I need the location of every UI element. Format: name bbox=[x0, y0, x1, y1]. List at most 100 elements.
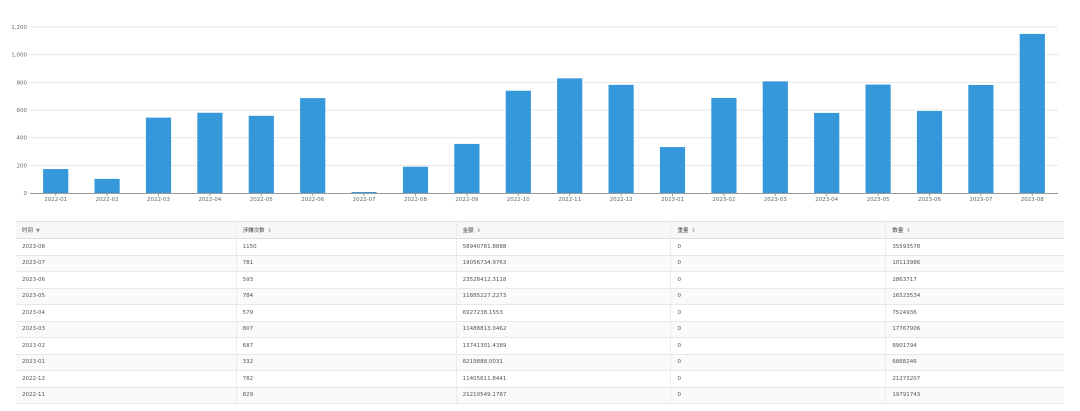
bar bbox=[351, 192, 377, 193]
x-tick-label: 2023-06 bbox=[918, 197, 941, 203]
y-tick-label: 1,200 bbox=[11, 25, 27, 31]
sort-icon[interactable]: ⇕ bbox=[476, 228, 481, 234]
cell-weight: 0 bbox=[670, 238, 886, 256]
bar bbox=[865, 84, 891, 193]
cell-time: 2023-06 bbox=[16, 271, 237, 289]
y-tick-label: 0 bbox=[24, 191, 28, 197]
cell-quantity: 19791743 bbox=[885, 387, 1064, 404]
bar-chart: 0 200 400 600 800 1,000 1,200 2022-01 2022-02 202… bbox=[11, 25, 1058, 203]
cell-quantity: 16523534 bbox=[885, 288, 1064, 305]
bar bbox=[505, 90, 531, 193]
cell-count: 593 bbox=[235, 271, 457, 289]
column-header-label: 重量 bbox=[677, 228, 689, 234]
cell-count: 687 bbox=[235, 337, 457, 355]
cell-count: 332 bbox=[235, 354, 457, 371]
cell-quantity: 8901794 bbox=[885, 337, 1064, 355]
x-tick-label: 2022-12 bbox=[610, 197, 633, 203]
cell-count: 781 bbox=[235, 255, 457, 272]
sort-icon[interactable]: ⇕ bbox=[691, 228, 696, 234]
cell-amount: 6927238.1553 bbox=[455, 304, 671, 322]
column-header-label: 时间 bbox=[22, 228, 34, 234]
cell-amount: 23528412.3118 bbox=[455, 271, 671, 289]
column-header-label: 涉嫌次数 bbox=[242, 228, 265, 234]
x-tick-label: 2022-11 bbox=[558, 197, 581, 203]
cell-amount: 58940781.8888 bbox=[455, 238, 671, 256]
cell-weight: 0 bbox=[670, 288, 886, 305]
y-tick-label: 400 bbox=[17, 136, 28, 142]
bar bbox=[814, 112, 840, 193]
cell-time: 2023-05 bbox=[16, 288, 237, 305]
cell-amount: 11405611.8441 bbox=[455, 370, 671, 388]
cell-time: 2023-04 bbox=[16, 304, 237, 322]
cell-amount: 8219888.0031 bbox=[455, 354, 671, 371]
sort-icon[interactable]: ⇕ bbox=[267, 228, 272, 234]
x-tick-label: 2022-10 bbox=[507, 197, 530, 203]
cell-amount: 13741301.4389 bbox=[455, 337, 671, 355]
table-row: 2023-05 784 11885227.2273 0 16523534 bbox=[16, 288, 1064, 305]
column-header-count[interactable]: 涉嫌次数 ⇕ bbox=[235, 221, 457, 239]
x-tick-label: 2022-04 bbox=[198, 197, 221, 203]
bar bbox=[659, 147, 686, 193]
cell-count: 807 bbox=[235, 321, 457, 338]
x-tick-label: 2023-07 bbox=[969, 197, 992, 203]
y-tick-label: 200 bbox=[17, 163, 28, 169]
data-table-container: 时间 ▼ 涉嫌次数 ⇕ 金额 ⇕ 重量 ⇕ 数量 ⇕ 2023-08 1150 5894078… bbox=[16, 221, 1064, 404]
chart-svg: 0 200 400 600 800 1,000 1,200 2022-01 2022-02 202… bbox=[11, 25, 1058, 203]
y-tick-label: 1,000 bbox=[11, 53, 27, 59]
x-tick-label: 2023-03 bbox=[764, 197, 787, 203]
cell-quantity: 17767906 bbox=[885, 321, 1064, 338]
bar bbox=[711, 97, 737, 193]
column-header-time[interactable]: 时间 ▼ bbox=[16, 221, 237, 239]
cell-time: 2023-01 bbox=[16, 354, 237, 371]
table-row: 2022-11 829 21210549.1787 0 19791743 bbox=[16, 387, 1064, 404]
x-tick-label: 2023-05 bbox=[867, 197, 890, 203]
y-tick-label: 800 bbox=[17, 80, 28, 86]
table-row: 2023-04 579 6927238.1553 0 7524936 bbox=[16, 304, 1064, 322]
column-header-amount[interactable]: 金额 ⇕ bbox=[455, 221, 671, 239]
x-tick-label: 2023-04 bbox=[815, 197, 838, 203]
bar bbox=[248, 115, 274, 193]
cell-count: 1150 bbox=[235, 238, 457, 256]
cell-count: 579 bbox=[235, 304, 457, 322]
cell-time: 2023-02 bbox=[16, 337, 237, 355]
x-tick-label: 2023-01 bbox=[661, 197, 684, 203]
cell-quantity: 21273207 bbox=[885, 370, 1064, 388]
cell-quantity: 7524936 bbox=[885, 304, 1064, 322]
cell-time: 2022-11 bbox=[16, 387, 237, 404]
cell-amount: 19056734.9763 bbox=[455, 255, 671, 272]
bar bbox=[300, 98, 326, 193]
x-tick-label: 2022-03 bbox=[147, 197, 170, 203]
x-tick-label: 2022-08 bbox=[404, 197, 427, 203]
column-header-weight[interactable]: 重量 ⇕ bbox=[670, 221, 886, 239]
column-header-quantity[interactable]: 数量 ⇕ bbox=[885, 221, 1064, 239]
data-table: 时间 ▼ 涉嫌次数 ⇕ 金额 ⇕ 重量 ⇕ 数量 ⇕ 2023-08 1150 5894078… bbox=[16, 221, 1064, 404]
cell-time: 2022-12 bbox=[16, 370, 237, 388]
cell-quantity: 35593578 bbox=[885, 238, 1064, 256]
table-row: 2023-06 593 23528412.3118 0 2863717 bbox=[16, 271, 1064, 289]
cell-amount: 21210549.1787 bbox=[455, 387, 671, 404]
bar bbox=[608, 84, 634, 193]
table-row: 2023-08 1150 58940781.8888 0 35593578 bbox=[16, 238, 1064, 256]
bar bbox=[43, 169, 69, 193]
bar bbox=[94, 178, 120, 193]
x-tick-label: 2022-09 bbox=[455, 197, 478, 203]
sort-icon[interactable]: ⇕ bbox=[906, 228, 911, 234]
cell-time: 2023-07 bbox=[16, 255, 237, 272]
cell-quantity: 10113986 bbox=[885, 255, 1064, 272]
cell-weight: 0 bbox=[670, 304, 886, 322]
sort-desc-icon[interactable]: ▼ bbox=[36, 228, 40, 234]
x-tick-label: 2022-05 bbox=[250, 197, 273, 203]
bar bbox=[762, 81, 788, 193]
bar bbox=[1019, 33, 1045, 193]
cell-weight: 0 bbox=[670, 321, 886, 338]
table-row: 2023-03 807 11488813.0462 0 17767906 bbox=[16, 321, 1064, 338]
x-tick-label: 2022-02 bbox=[96, 197, 119, 203]
table-row: 2023-01 332 8219888.0031 0 6868246 bbox=[16, 354, 1064, 371]
cell-weight: 0 bbox=[670, 271, 886, 289]
y-tick-label: 600 bbox=[17, 108, 28, 114]
x-tick-label: 2022-07 bbox=[353, 197, 376, 203]
cell-amount: 11488813.0462 bbox=[455, 321, 671, 338]
cell-time: 2023-03 bbox=[16, 321, 237, 338]
cell-amount: 11885227.2273 bbox=[455, 288, 671, 305]
table-row: 2023-02 687 13741301.4389 0 8901794 bbox=[16, 337, 1064, 355]
